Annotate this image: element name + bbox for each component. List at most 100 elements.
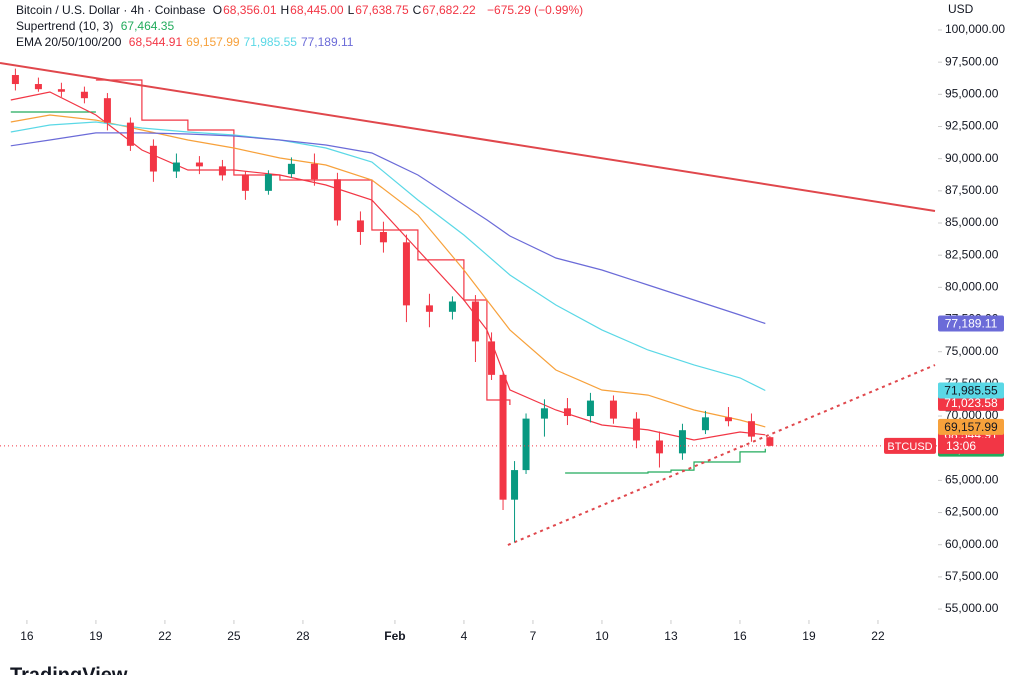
ohlc-key: H xyxy=(280,3,290,17)
indicator-label: Supertrend (10, 3) xyxy=(16,19,114,33)
candle-body xyxy=(511,470,519,500)
x-tick-label: 22 xyxy=(871,629,885,643)
candle-body xyxy=(103,98,111,123)
candle-body xyxy=(540,408,548,419)
candle-body xyxy=(172,162,180,172)
ema-tag-label: 71,985.55 xyxy=(944,384,998,398)
candle-body xyxy=(195,162,203,167)
y-tick-label: 82,500.00 xyxy=(945,247,999,261)
candle-body xyxy=(747,421,755,437)
y-tick-label: 80,000.00 xyxy=(945,280,999,294)
candle-body xyxy=(57,89,65,92)
ohlc-key: C xyxy=(412,3,422,17)
y-tick-label: 55,000.00 xyxy=(945,601,999,615)
candle-body xyxy=(678,430,686,454)
supertrend-line xyxy=(565,448,766,474)
y-tick-label: 60,000.00 xyxy=(945,537,999,551)
countdown-label: 13:06 xyxy=(946,439,976,453)
price-tag xyxy=(938,394,1004,411)
symbol-tag-label: BTCUSD xyxy=(887,441,932,453)
y-tick-label: 87,500.00 xyxy=(945,183,999,197)
candle-body xyxy=(563,408,571,417)
x-tick-label: 10 xyxy=(595,629,609,643)
x-tick-label: 16 xyxy=(20,629,34,643)
ema-line xyxy=(10,114,766,428)
legend-row-2: Supertrend (10, 3) 67,464.35 xyxy=(16,18,178,34)
ema-line xyxy=(10,121,766,392)
symbol-tag xyxy=(884,437,936,454)
ohlc: O68,356.01 H68,445.00 L67,638.75 C67,682.22 xyxy=(213,3,480,17)
candle-body xyxy=(402,242,410,306)
x-tick-label: 22 xyxy=(158,629,172,643)
ohlc-value: 67,682.22 xyxy=(422,3,476,17)
candle-body xyxy=(724,417,732,422)
candle-body xyxy=(488,341,496,375)
candle-body xyxy=(655,440,663,454)
ohlc-value: 68,445.00 xyxy=(290,3,344,17)
ema-tag-label: 69,157.99 xyxy=(944,420,998,434)
x-tick-label: 19 xyxy=(802,629,816,643)
ema-tag-label: 77,189.11 xyxy=(945,317,998,331)
y-tick-label: 95,000.00 xyxy=(945,86,999,100)
y-tick-label: 97,500.00 xyxy=(945,54,999,68)
candle-body xyxy=(34,84,42,90)
symbol-title: Bitcoin / U.S. Dollar · 4h · Coinbase xyxy=(16,3,206,17)
candle-body xyxy=(333,179,341,221)
y-tick-label: 90,000.00 xyxy=(945,151,999,165)
trend-line xyxy=(0,62,936,212)
ohlc-value: 68,356.01 xyxy=(223,3,277,17)
axis-unit: USD xyxy=(948,2,974,16)
indicator-value: 67,464.35 xyxy=(120,19,175,33)
x-tick-label: 19 xyxy=(89,629,103,643)
ema-tag xyxy=(938,418,1004,435)
y-tick-label: 70,000.00 xyxy=(945,408,999,422)
ohlc-key: L xyxy=(347,3,355,17)
candle-body xyxy=(126,122,134,146)
x-tick-label: 4 xyxy=(461,629,468,643)
indicator-label: EMA 20/50/100/200 xyxy=(16,35,122,49)
ohlc-value: 67,638.75 xyxy=(355,3,409,17)
y-tick-label: 92,500.00 xyxy=(945,119,999,133)
candle-body xyxy=(522,418,530,471)
x-tick-label: Feb xyxy=(384,629,405,643)
y-tick-label: 62,500.00 xyxy=(945,505,999,519)
candle-body xyxy=(701,417,709,431)
x-tick-label: 7 xyxy=(530,629,537,643)
ema-line xyxy=(10,132,766,325)
ema-line xyxy=(10,91,766,441)
candle-body xyxy=(471,301,479,342)
candle-body xyxy=(766,437,774,446)
x-tick-label: 28 xyxy=(296,629,310,643)
candle-body xyxy=(80,91,88,99)
x-tick-label: 25 xyxy=(227,629,241,643)
candle-body xyxy=(425,305,433,312)
candle-body xyxy=(632,418,640,441)
ema-tag xyxy=(938,382,1004,399)
candle-body xyxy=(609,400,617,419)
candle-body xyxy=(11,75,19,85)
ohlc-key: O xyxy=(212,3,223,17)
price-tag-label: 71,023.58 xyxy=(944,396,998,410)
plot-area xyxy=(0,62,936,546)
ema-value: 69,157.99 xyxy=(186,35,240,49)
ema-value: 71,985.55 xyxy=(243,35,297,49)
y-tick-label: 85,000.00 xyxy=(945,215,999,229)
countdown-tag xyxy=(938,437,1004,454)
trend-line xyxy=(507,364,936,546)
candle-body xyxy=(586,400,594,417)
change: −675.29 (−0.99%) xyxy=(487,3,584,17)
candle-body xyxy=(310,163,318,180)
y-tick-label: 65,000.00 xyxy=(945,473,999,487)
candle-body xyxy=(264,174,272,191)
y-tick-label: 75,000.00 xyxy=(945,344,999,358)
x-tick-label: 13 xyxy=(664,629,678,643)
watermark: TradingView xyxy=(10,664,128,675)
candle-body xyxy=(499,374,507,500)
candle-body xyxy=(448,301,456,312)
y-tick-label: 100,000.00 xyxy=(945,22,1005,36)
x-tick-label: 16 xyxy=(733,629,747,643)
ema-value: 77,189.11 xyxy=(300,35,354,49)
y-tick-label: 57,500.00 xyxy=(945,569,999,583)
